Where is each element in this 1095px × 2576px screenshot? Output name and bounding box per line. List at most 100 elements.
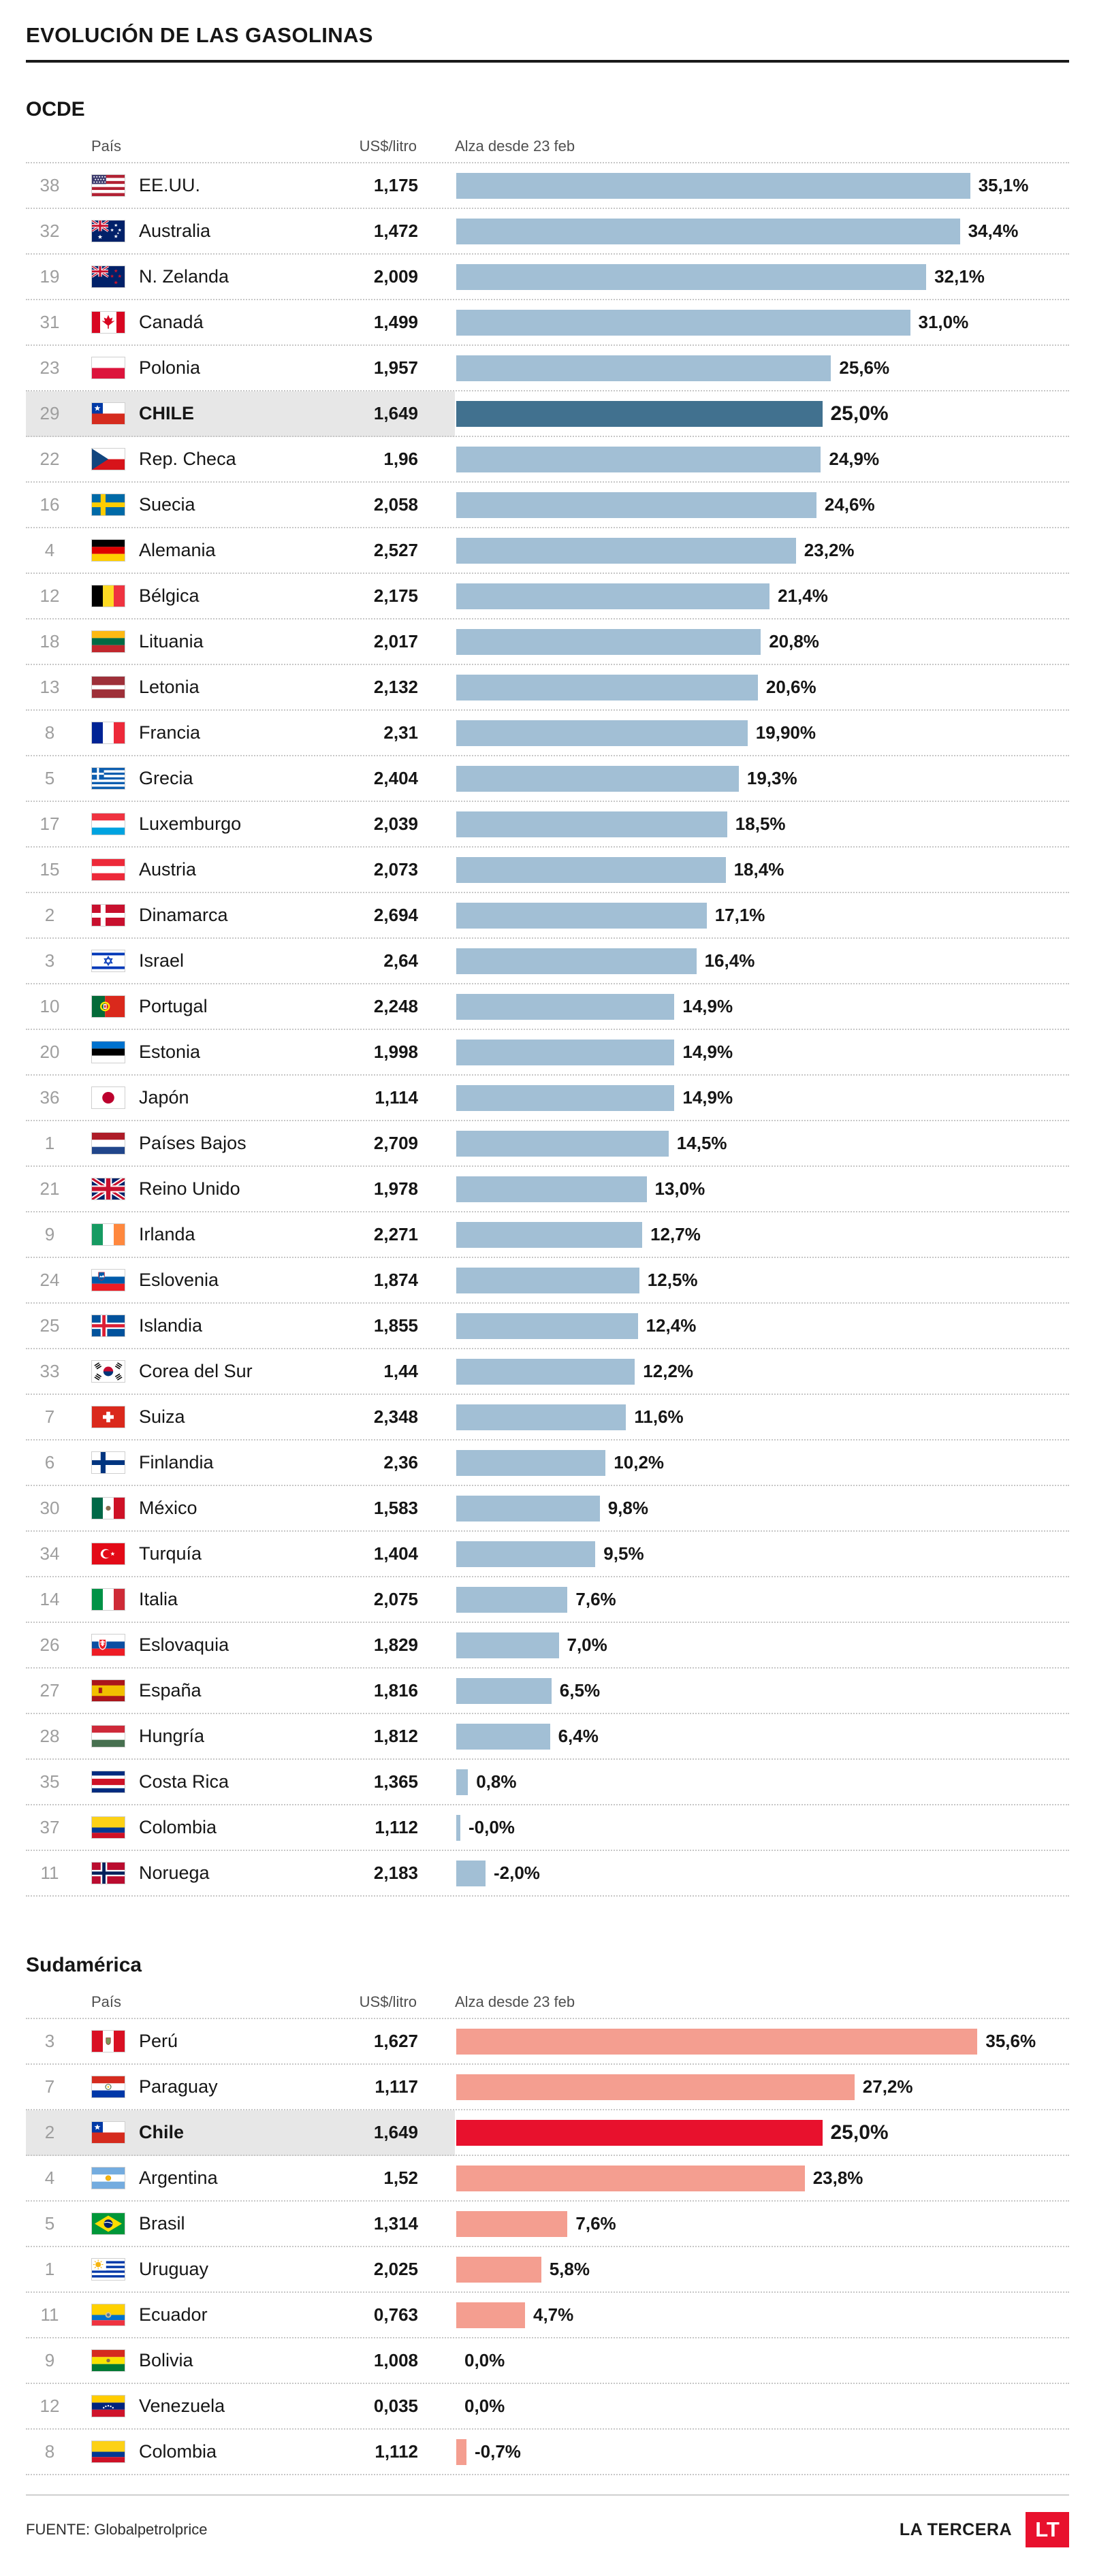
bar-zone: 20,6% <box>456 665 1069 709</box>
bar-zone: 0,8% <box>456 1760 1069 1804</box>
table-row: 29 CHILE 1,649 25,0% <box>26 391 1069 437</box>
bar <box>456 811 727 837</box>
flag-pt-icon <box>91 995 125 1018</box>
bar-zone: 31,0% <box>456 300 1069 344</box>
percent-label: 14,9% <box>682 996 733 1016</box>
price-value: 2,36 <box>383 1452 418 1472</box>
rank-label: 12 <box>39 585 60 606</box>
bar-zone: 25,0% <box>456 2110 1069 2155</box>
flag-gr-icon <box>91 767 125 790</box>
price-value: 2,058 <box>373 494 418 515</box>
country-label: Colombia <box>139 1817 217 1837</box>
flag-ar-icon <box>91 2167 125 2189</box>
bar <box>456 2302 525 2328</box>
bar <box>456 628 761 655</box>
column-header-price: US$/litro <box>359 1993 417 2010</box>
rank-label: 5 <box>44 768 55 788</box>
table-row: 19 N. Zelanda 2,009 32,1% <box>26 255 1069 300</box>
percent-label: 12,7% <box>650 1224 701 1244</box>
table-row: 23 Polonia 1,957 25,6% <box>26 346 1069 391</box>
table-row: 8 Francia 2,31 19,90% <box>26 711 1069 756</box>
column-header-bar: Alza desde 23 feb <box>455 138 575 155</box>
bar-zone: 5,8% <box>456 2247 1069 2291</box>
bar <box>456 1632 559 1658</box>
bar <box>456 1267 639 1293</box>
flag-us-icon <box>91 174 125 197</box>
country-label: Israel <box>139 950 185 971</box>
rank-label: 14 <box>39 1589 60 1609</box>
percent-label: 17,1% <box>714 905 765 925</box>
country-label: Estonia <box>139 1042 201 1062</box>
bar-zone: 14,9% <box>456 1030 1069 1074</box>
bar <box>456 1860 486 1886</box>
price-value: 1,114 <box>375 1087 418 1108</box>
flag-nz-icon <box>91 265 125 288</box>
country-label: CHILE <box>139 403 194 423</box>
flag-lu-icon <box>91 813 125 835</box>
country-label: Irlanda <box>139 1224 195 1244</box>
price-value: 1,52 <box>383 2168 418 2188</box>
bar <box>456 1769 469 1795</box>
bar <box>456 2256 541 2283</box>
rank-label: 28 <box>39 1726 60 1746</box>
bar-zone: 0,0% <box>456 2384 1069 2428</box>
price-value: 2,025 <box>373 2259 418 2279</box>
bar-zone: 13,0% <box>456 1167 1069 1211</box>
country-label: Suecia <box>139 494 195 515</box>
table-row: 4 Alemania 2,527 23,2% <box>26 528 1069 574</box>
price-value: 1,008 <box>373 2350 418 2370</box>
bar <box>456 1449 606 1476</box>
flag-tr-icon <box>91 1543 125 1565</box>
price-value: 1,365 <box>373 1771 418 1792</box>
rank-label: 29 <box>39 403 60 423</box>
percent-label: 31,0% <box>918 312 969 332</box>
percent-label: 7,6% <box>575 1589 616 1609</box>
percent-label: 24,6% <box>824 494 875 515</box>
country-label: Islandia <box>139 1315 203 1336</box>
price-value: 1,978 <box>373 1178 418 1199</box>
percent-label: 23,8% <box>812 2168 863 2188</box>
percent-label: 6,5% <box>559 1680 601 1701</box>
country-label: España <box>139 1680 202 1701</box>
bar <box>456 1404 626 1430</box>
bar-zone: 25,0% <box>456 391 1069 436</box>
rank-label: 30 <box>39 1498 60 1518</box>
price-value: 0,035 <box>373 2396 418 2416</box>
country-label: Argentina <box>139 2168 218 2188</box>
bar <box>456 492 816 518</box>
price-value: 1,816 <box>373 1680 418 1701</box>
flag-gb-icon <box>91 1178 125 1200</box>
bar-zone: 24,9% <box>456 437 1069 481</box>
rank-label: 11 <box>40 1863 59 1883</box>
rank-label: 24 <box>39 1270 60 1290</box>
country-label: Reino Unido <box>139 1178 240 1199</box>
table-row: 5 Brasil 1,314 7,6% <box>26 2202 1069 2247</box>
country-label: Turquía <box>139 1543 202 1564</box>
flag-it-icon <box>91 1588 125 1611</box>
rank-label: 25 <box>39 1315 60 1336</box>
bar <box>456 583 770 609</box>
price-value: 2,248 <box>373 996 418 1016</box>
section-sudamerica: Sudamérica País US$/litro Alza desde 23 … <box>26 1954 1069 2475</box>
table-row: 33 Corea del Sur 1,44 12,2% <box>26 1349 1069 1395</box>
flag-hu-icon <box>91 1725 125 1748</box>
table-row: 8 Colombia 1,112 -0,7% <box>26 2430 1069 2475</box>
country-label: Suiza <box>139 1406 185 1427</box>
country-label: Letonia <box>139 677 200 697</box>
bar-zone: 12,4% <box>456 1304 1069 1348</box>
flag-lv-icon <box>91 676 125 698</box>
bar-zone: 12,5% <box>456 1258 1069 1302</box>
price-value: 1,812 <box>373 1726 418 1746</box>
country-label: Eslovenia <box>139 1270 219 1290</box>
rank-label: 17 <box>39 814 60 834</box>
bar-zone: 9,5% <box>456 1532 1069 1576</box>
bar <box>456 720 748 746</box>
bar <box>456 2028 978 2055</box>
price-value: 1,96 <box>383 449 418 469</box>
rank-label: 4 <box>44 2168 55 2188</box>
column-header-price: US$/litro <box>359 138 417 155</box>
rank-label: 31 <box>39 312 60 332</box>
bar-zone: 6,4% <box>456 1714 1069 1758</box>
rank-label: 37 <box>39 1817 60 1837</box>
bar-zone: 20,8% <box>456 619 1069 664</box>
